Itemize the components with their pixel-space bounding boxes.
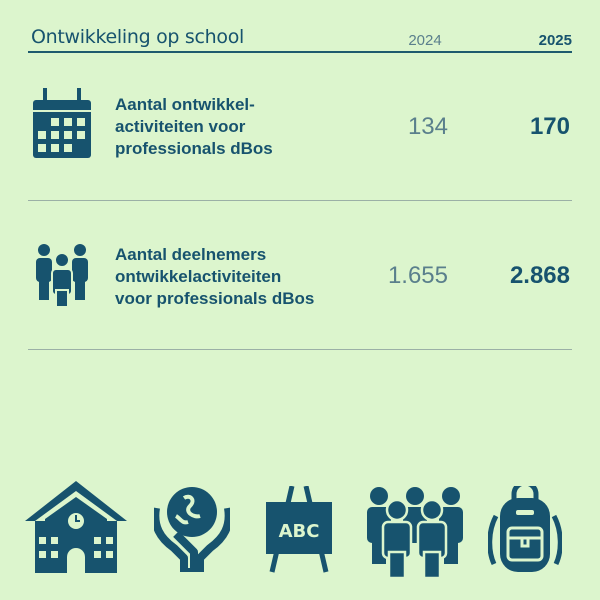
backpack-icon bbox=[488, 486, 562, 572]
row-label-activiteiten: Aantal ontwikkel- activiteiten voor prof… bbox=[115, 94, 355, 160]
hands-globe-icon bbox=[154, 487, 230, 572]
column-header-2024: 2024 bbox=[408, 32, 442, 49]
value-2025-deelnemers: 2.868 bbox=[509, 262, 570, 289]
people-group-icon bbox=[36, 244, 88, 308]
header-divider bbox=[28, 51, 572, 53]
label-line: ontwikkelactiviteiten bbox=[115, 267, 282, 286]
school-building-icon bbox=[25, 481, 127, 573]
label-line: activiteiten voor bbox=[115, 117, 246, 136]
value-2025-activiteiten: 170 bbox=[529, 113, 570, 140]
value-2024-activiteiten: 134 bbox=[407, 113, 448, 140]
label-line: Aantal ontwikkel- bbox=[115, 95, 255, 114]
label-line: professionals dBos bbox=[115, 139, 273, 158]
row-divider bbox=[28, 349, 572, 350]
crowd-icon bbox=[367, 487, 463, 578]
row-divider bbox=[28, 200, 572, 201]
label-line: voor professionals dBos bbox=[115, 289, 315, 308]
value-2024-deelnemers: 1.655 bbox=[387, 262, 448, 289]
row-label-deelnemers: Aantal deelnemers ontwikkelactiviteiten … bbox=[115, 244, 355, 310]
abc-text: ABC bbox=[279, 521, 320, 542]
column-header-2025: 2025 bbox=[538, 32, 572, 49]
calendar-icon bbox=[33, 88, 91, 158]
abc-easel-icon: ABC bbox=[266, 486, 332, 573]
page-title: Ontwikkeling op school bbox=[31, 26, 245, 48]
label-line: Aantal deelnemers bbox=[115, 245, 267, 264]
